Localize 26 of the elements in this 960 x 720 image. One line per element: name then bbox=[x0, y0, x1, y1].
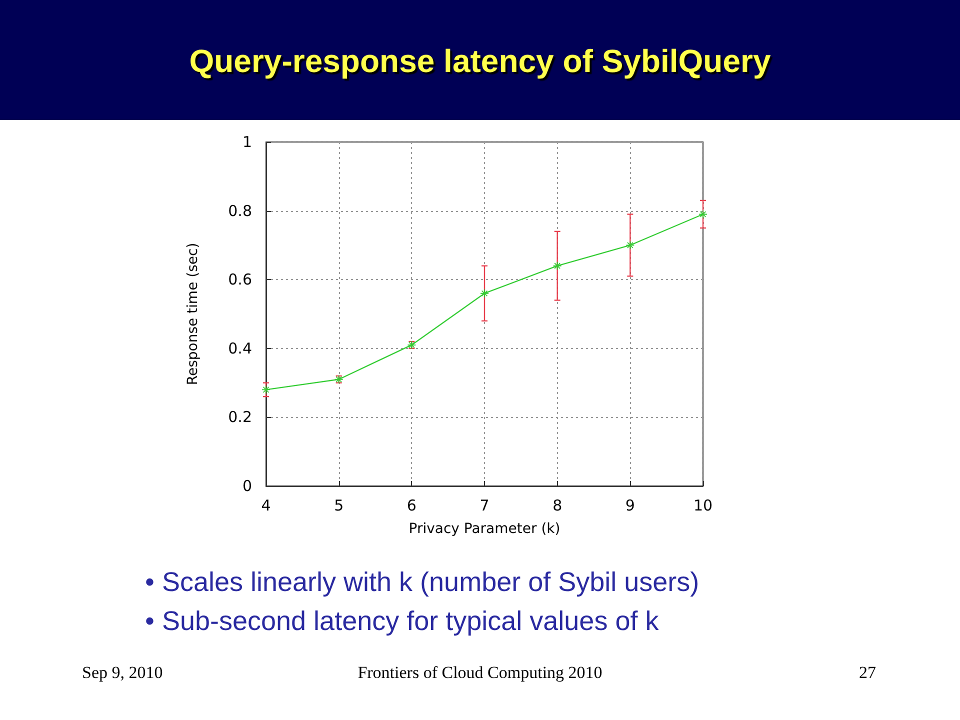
text: 27 bbox=[859, 662, 876, 684]
x-axis-title: Privacy Parameter (k) bbox=[408, 521, 560, 537]
text: • Sub-second latency for typical values of k bbox=[145, 605, 659, 638]
x-tick-label: 8 bbox=[552, 496, 562, 514]
text: Sep 9, 2010 bbox=[82, 662, 163, 684]
x-tick-label: 6 bbox=[406, 496, 416, 514]
x-tick-label: 5 bbox=[334, 496, 344, 514]
y-tick-label: 1 bbox=[242, 133, 252, 151]
x-tick-label: 9 bbox=[625, 496, 635, 514]
chart-title: Query-response latency of SybilQuery bbox=[189, 43, 771, 79]
text: • Scales linearly with k (number of Sybil users) bbox=[145, 566, 700, 599]
y-tick-label: 0.2 bbox=[228, 408, 252, 426]
point bbox=[262, 386, 270, 394]
x-tick-label: 7 bbox=[480, 496, 490, 514]
point bbox=[699, 210, 707, 218]
point bbox=[626, 241, 634, 250]
y-tick-label: 0.8 bbox=[228, 202, 252, 220]
y-tick-label: 0 bbox=[242, 477, 252, 495]
y-tick-label: 0.6 bbox=[228, 270, 252, 289]
y-axis-title: Response time (sec) bbox=[185, 242, 201, 386]
y-tick-label: 0.4 bbox=[228, 339, 252, 358]
text: Frontiers of Cloud Computing 2010 bbox=[356, 662, 604, 684]
point bbox=[480, 289, 488, 298]
x-tick-label: 10 bbox=[693, 496, 713, 514]
point bbox=[553, 262, 562, 270]
x-tick-label: 4 bbox=[261, 496, 271, 514]
